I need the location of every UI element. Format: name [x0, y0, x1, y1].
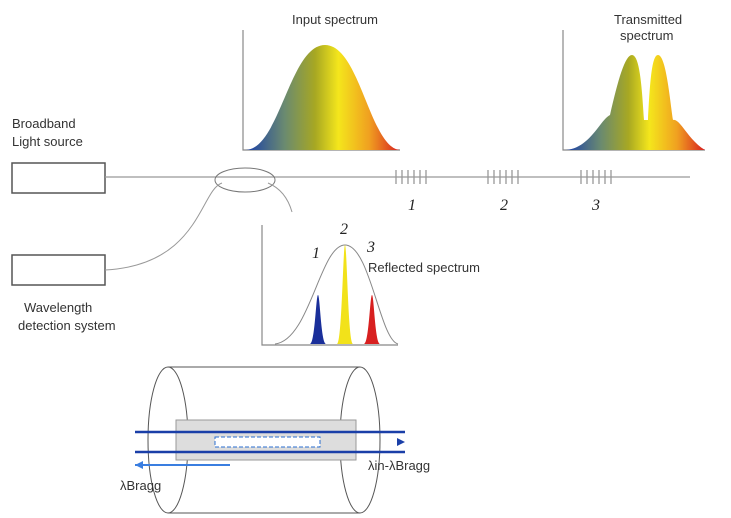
grating-label: 2 — [500, 197, 508, 214]
reflected-spectrum-plot: 1 2 3 Reflected spectrum — [261, 221, 480, 346]
input-spectrum-plot: Input spectrum — [242, 12, 400, 151]
light-source-label: Light source — [12, 134, 83, 149]
input-spectrum-title: Input spectrum — [292, 12, 378, 27]
light-source-label: Broadband — [12, 116, 76, 131]
transmitted-spectrum-title: Transmitted — [614, 12, 682, 27]
fiber-detail: λBragg λin-λBragg — [120, 366, 430, 514]
fiber-branch — [104, 182, 223, 271]
fiber-branch — [267, 182, 293, 213]
detector-box — [11, 254, 106, 286]
grating-label: 1 — [408, 197, 416, 214]
reflected-spectrum-title: Reflected spectrum — [368, 260, 480, 275]
transmitted-spectrum-title: spectrum — [620, 28, 673, 43]
coupler — [214, 167, 276, 193]
detector-label: Wavelength — [24, 300, 92, 315]
peak-label: 3 — [366, 239, 375, 256]
peak-label: 2 — [340, 221, 348, 238]
grating-label: 3 — [591, 197, 600, 214]
peak-label: 1 — [312, 245, 320, 262]
gratings — [395, 170, 612, 184]
transmitted-wavelength-label: λin-λBragg — [368, 458, 430, 473]
reflected-wavelength-label: λBragg — [120, 478, 161, 493]
transmitted-spectrum-plot: Transmitted spectrum — [562, 12, 705, 151]
light-source-box — [11, 162, 106, 194]
detector-label: detection system — [18, 318, 116, 333]
